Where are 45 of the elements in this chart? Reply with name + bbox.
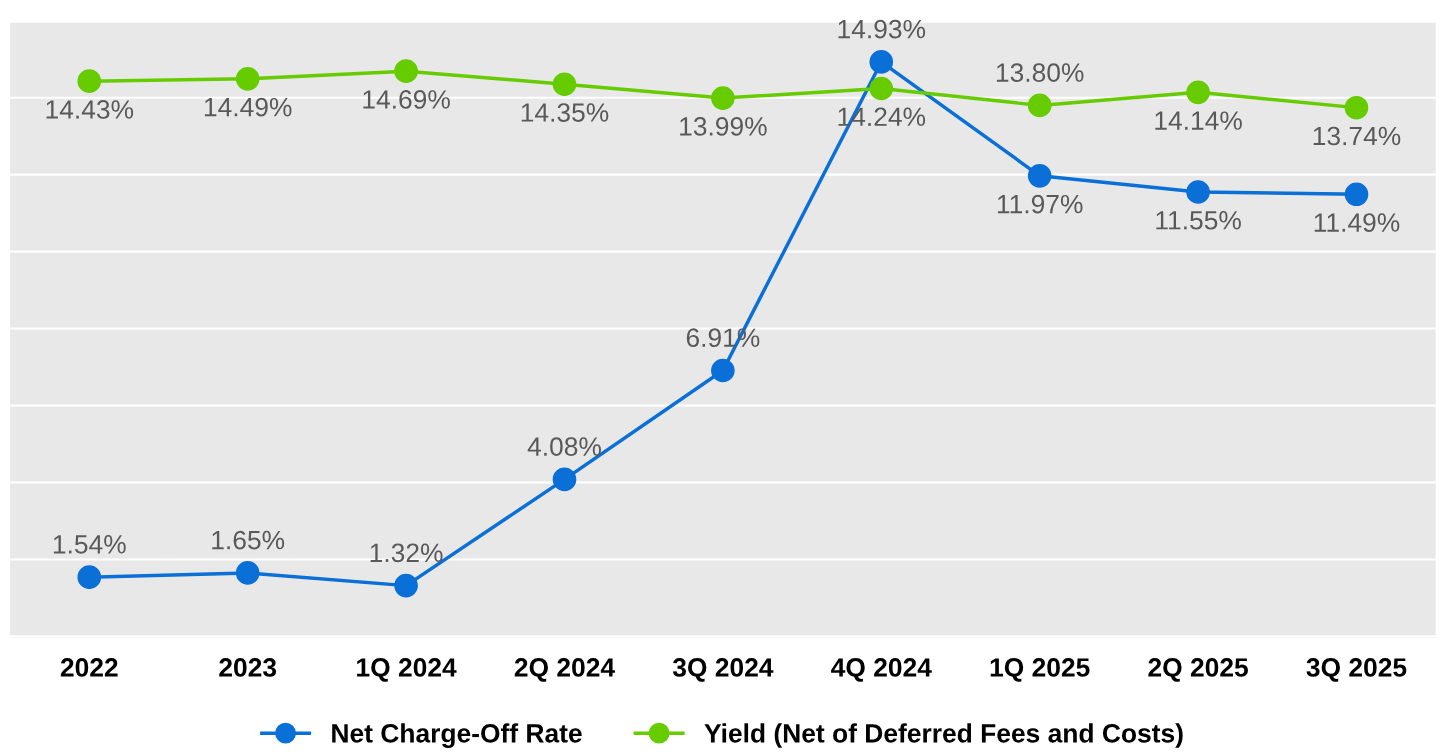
data-label: 11.49% — [1314, 213, 1400, 232]
point — [711, 358, 735, 383]
data-label: 13.74% — [1313, 126, 1401, 146]
data-label: 14.43% — [46, 100, 134, 119]
data-label: 14.35% — [521, 103, 609, 122]
x-tick-label: 2023 — [219, 658, 277, 677]
point — [1027, 164, 1052, 188]
point — [869, 50, 894, 74]
data-label: 14.69% — [363, 90, 450, 109]
data-label: 14.93% — [838, 19, 926, 39]
legend-label: Net Charge-Off Rate — [332, 723, 582, 748]
x-tick-label: 2Q 2024 — [514, 658, 615, 682]
data-label: 1.65% — [212, 530, 285, 550]
point — [235, 67, 260, 91]
data-label: 4.08% — [527, 437, 601, 456]
x-tick-label: 1Q 2025 — [990, 658, 1090, 682]
point — [235, 561, 260, 585]
point — [1344, 95, 1369, 120]
x-tick-label: 2022 — [60, 658, 118, 677]
data-label: 14.14% — [1155, 111, 1242, 130]
point — [711, 86, 735, 110]
point — [394, 573, 418, 598]
point — [552, 467, 577, 492]
point — [1344, 182, 1369, 207]
data-label: 14.49% — [204, 97, 292, 117]
point — [869, 76, 894, 101]
x-tick-label: 3Q 2025 — [1306, 658, 1407, 682]
data-label: 11.55% — [1156, 211, 1241, 230]
point — [1186, 80, 1210, 105]
x-tick-label: 4Q 2024 — [831, 658, 932, 682]
data-label: 13.99% — [680, 117, 767, 136]
x-tick-label: 3Q 2024 — [672, 658, 774, 682]
point — [77, 69, 102, 93]
point — [394, 59, 418, 83]
x-tick-label: 1Q 2024 — [357, 658, 457, 682]
point — [1027, 93, 1052, 118]
data-label: 1.32% — [370, 543, 443, 563]
legend-label: Yield (Net of Deferred Fees and Costs) — [704, 723, 1183, 748]
point — [1186, 180, 1210, 204]
point — [77, 565, 102, 589]
point — [552, 72, 577, 97]
x-tick-label: 2Q 2025 — [1148, 658, 1248, 682]
data-label: 11.97% — [997, 194, 1083, 214]
data-label: 1.54% — [53, 535, 126, 554]
data-label: 13.80% — [996, 63, 1084, 82]
